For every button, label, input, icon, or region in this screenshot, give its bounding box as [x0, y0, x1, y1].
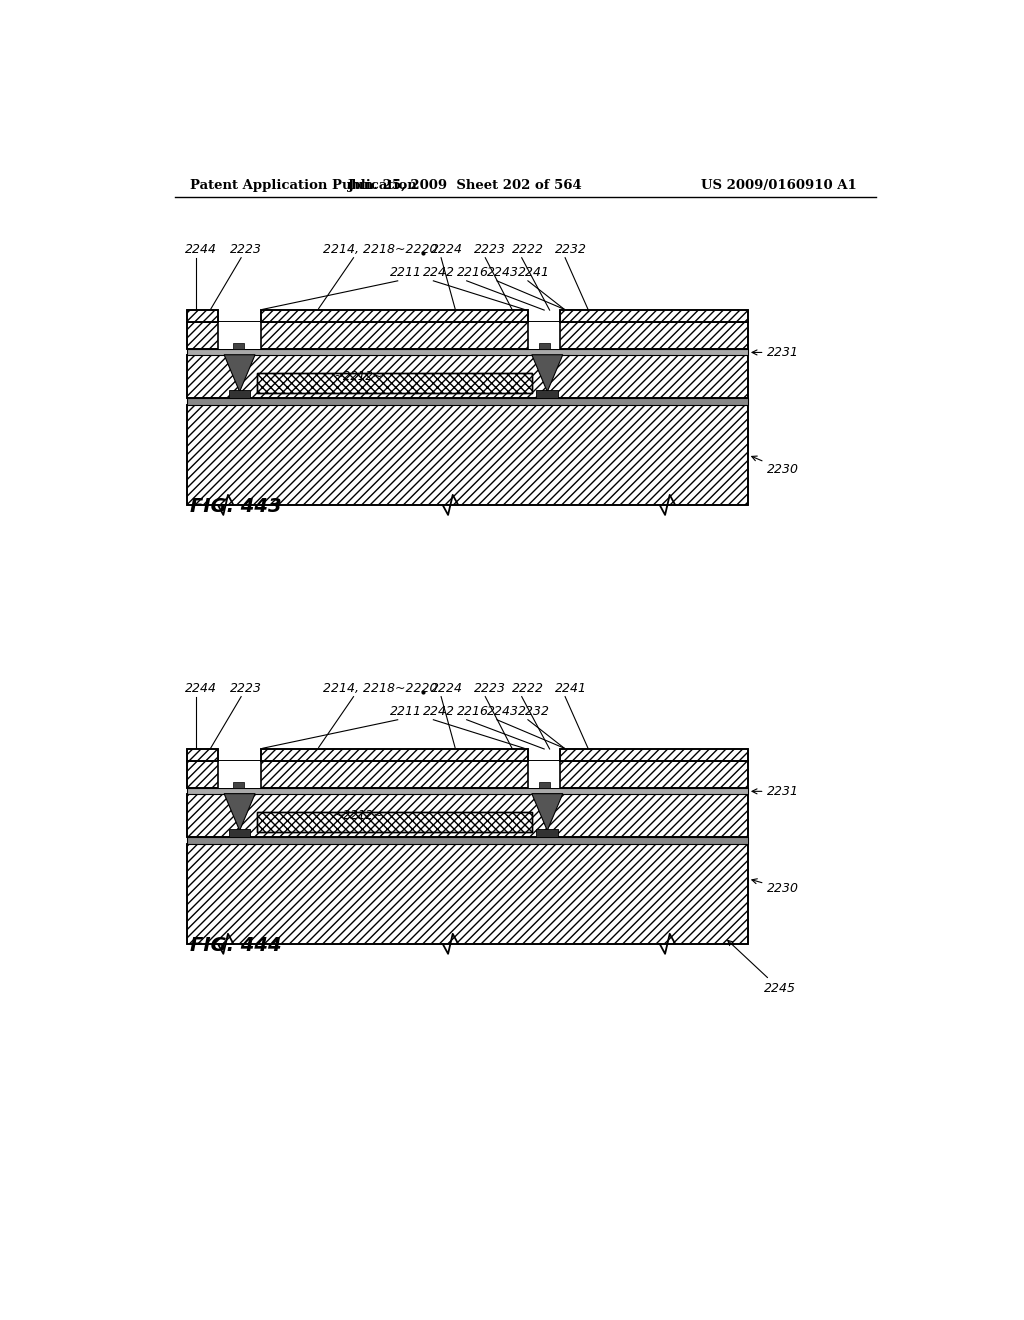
- Bar: [187, 843, 748, 944]
- Bar: [257, 374, 531, 393]
- Text: 2214, 2218~2220: 2214, 2218~2220: [323, 243, 437, 256]
- Text: ~2212~: ~2212~: [334, 809, 384, 822]
- Bar: [260, 748, 528, 760]
- Bar: [187, 748, 218, 760]
- Text: 2242: 2242: [423, 705, 456, 718]
- Bar: [187, 788, 748, 793]
- Bar: [187, 355, 748, 397]
- Text: 2232: 2232: [518, 705, 550, 718]
- Bar: [233, 781, 245, 788]
- Text: 2223: 2223: [474, 243, 506, 256]
- Bar: [187, 405, 748, 506]
- Bar: [260, 310, 528, 322]
- Bar: [228, 829, 251, 837]
- Text: 2230: 2230: [752, 457, 800, 477]
- Bar: [187, 397, 748, 405]
- Text: FIG. 444: FIG. 444: [190, 936, 282, 956]
- Text: 2243: 2243: [486, 267, 519, 280]
- Bar: [560, 310, 748, 322]
- Bar: [218, 760, 260, 788]
- Bar: [560, 310, 748, 322]
- Text: 2231: 2231: [752, 346, 800, 359]
- Text: 2224: 2224: [431, 243, 463, 256]
- Text: 2243: 2243: [486, 705, 519, 718]
- Bar: [187, 837, 748, 843]
- Bar: [260, 310, 528, 322]
- Bar: [187, 760, 748, 788]
- Bar: [187, 350, 748, 355]
- Bar: [187, 748, 218, 760]
- Bar: [257, 812, 531, 832]
- Bar: [187, 760, 748, 788]
- Bar: [187, 310, 218, 322]
- Text: 2222: 2222: [512, 682, 545, 696]
- Text: 2216: 2216: [457, 705, 488, 718]
- Bar: [187, 793, 748, 837]
- Text: 2223: 2223: [229, 243, 261, 256]
- Bar: [560, 748, 748, 760]
- Text: 2241: 2241: [555, 682, 587, 696]
- Bar: [539, 343, 550, 350]
- Polygon shape: [224, 793, 255, 830]
- Text: 2223: 2223: [474, 682, 506, 696]
- Bar: [537, 829, 558, 837]
- Bar: [257, 374, 531, 393]
- Bar: [187, 843, 748, 944]
- Text: FIG. 443: FIG. 443: [190, 498, 282, 516]
- Bar: [537, 391, 558, 397]
- Bar: [260, 748, 528, 760]
- Bar: [187, 322, 748, 350]
- Bar: [539, 781, 550, 788]
- Bar: [218, 322, 260, 350]
- Text: Jun. 25, 2009  Sheet 202 of 564: Jun. 25, 2009 Sheet 202 of 564: [348, 178, 582, 191]
- Text: 2245: 2245: [728, 940, 796, 995]
- Bar: [187, 322, 748, 350]
- Text: 2244: 2244: [185, 682, 217, 696]
- Bar: [257, 812, 531, 832]
- Text: 2232: 2232: [555, 243, 587, 256]
- Text: ~2212~: ~2212~: [334, 370, 384, 383]
- Text: US 2009/0160910 A1: US 2009/0160910 A1: [700, 178, 856, 191]
- Text: 2222: 2222: [512, 243, 545, 256]
- Bar: [228, 391, 251, 397]
- Text: 2223: 2223: [229, 682, 261, 696]
- Text: 2231: 2231: [752, 785, 800, 797]
- Bar: [233, 343, 245, 350]
- Text: 2214, 2218~2220: 2214, 2218~2220: [323, 682, 437, 696]
- Bar: [187, 355, 748, 397]
- Text: 2216: 2216: [457, 267, 488, 280]
- Bar: [187, 405, 748, 506]
- Polygon shape: [224, 355, 255, 392]
- Text: 2230: 2230: [752, 879, 800, 895]
- Text: 2224: 2224: [431, 682, 463, 696]
- Bar: [528, 760, 560, 788]
- Text: 2211: 2211: [390, 267, 422, 280]
- Text: 2242: 2242: [423, 267, 456, 280]
- Bar: [560, 748, 748, 760]
- Text: 2244: 2244: [185, 243, 217, 256]
- Polygon shape: [531, 793, 563, 830]
- Bar: [528, 322, 560, 350]
- Bar: [187, 793, 748, 837]
- Text: Patent Application Publication: Patent Application Publication: [190, 178, 417, 191]
- Bar: [187, 310, 218, 322]
- Text: 2211: 2211: [390, 705, 422, 718]
- Text: 2241: 2241: [518, 267, 550, 280]
- Polygon shape: [531, 355, 563, 392]
